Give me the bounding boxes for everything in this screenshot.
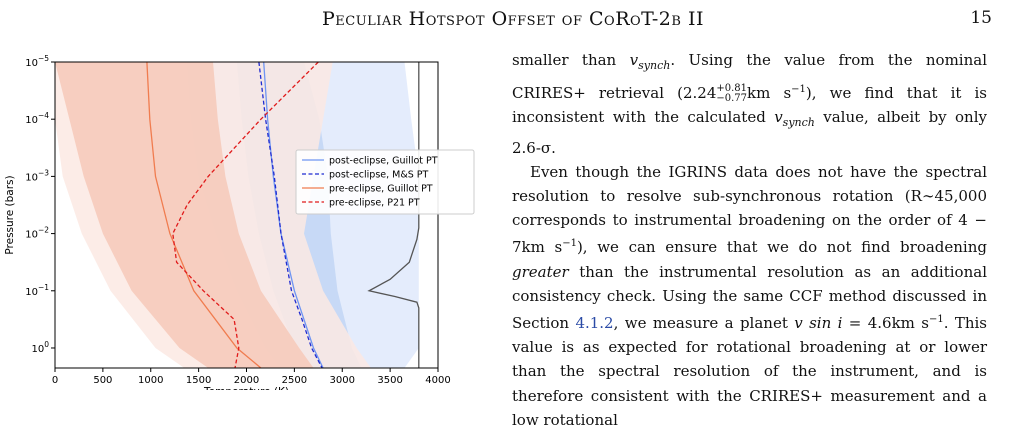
y-tick-label: 10−3 xyxy=(25,168,49,183)
legend-label: post-eclipse, M&S PT xyxy=(329,170,429,181)
series-line-1 xyxy=(258,62,323,368)
body-text: smaller than vsynch. Using the value fro… xyxy=(512,48,987,432)
page-number: 15 xyxy=(970,8,992,28)
y-tick-label: 100 xyxy=(31,340,49,355)
x-tick-label: 500 xyxy=(93,375,112,386)
x-tick-label: 1500 xyxy=(186,375,211,386)
series-line-0 xyxy=(263,62,324,368)
series-line-3 xyxy=(172,62,319,368)
paragraph-2: Even though the IGRINS data does not hav… xyxy=(512,162,987,429)
y-tick-label: 10−5 xyxy=(25,54,49,69)
x-tick-label: 4000 xyxy=(425,375,450,386)
section-link[interactable]: 4.1.2 xyxy=(575,314,614,333)
y-tick-label: 10−4 xyxy=(25,111,49,126)
running-header: Peculiar Hotspot Offset of CoRoT-2b II 1… xyxy=(0,8,1026,32)
x-axis-label: Temperature (K) xyxy=(203,386,289,390)
legend-label: pre-eclipse, P21 PT xyxy=(329,198,420,209)
legend-label: pre-eclipse, Guillot PT xyxy=(329,184,433,195)
x-tick-label: 3000 xyxy=(330,375,355,386)
contribution-function-line xyxy=(367,62,420,368)
y-axis-label: Pressure (bars) xyxy=(4,175,16,254)
confidence-band-3 xyxy=(55,62,314,368)
y-tick-label: 10−1 xyxy=(25,283,49,298)
running-title: Peculiar Hotspot Offset of CoRoT-2b II xyxy=(321,8,704,30)
y-tick-label: 10−2 xyxy=(25,226,49,241)
x-tick-label: 2500 xyxy=(282,375,307,386)
x-tick-label: 2000 xyxy=(234,375,259,386)
x-tick-label: 3500 xyxy=(377,375,402,386)
paragraph-1: smaller than vsynch. Using the value fro… xyxy=(512,51,987,157)
x-tick-label: 0 xyxy=(52,375,58,386)
x-tick-label: 1000 xyxy=(138,375,163,386)
legend-label: post-eclipse, Guillot PT xyxy=(329,156,438,167)
series-line-2 xyxy=(146,62,262,368)
pt-profile-chart: 0 500 1000 1500 2000 2500 3000 3500 4000 10−5 10−4… xyxy=(4,54,475,390)
legend-box xyxy=(295,149,475,215)
